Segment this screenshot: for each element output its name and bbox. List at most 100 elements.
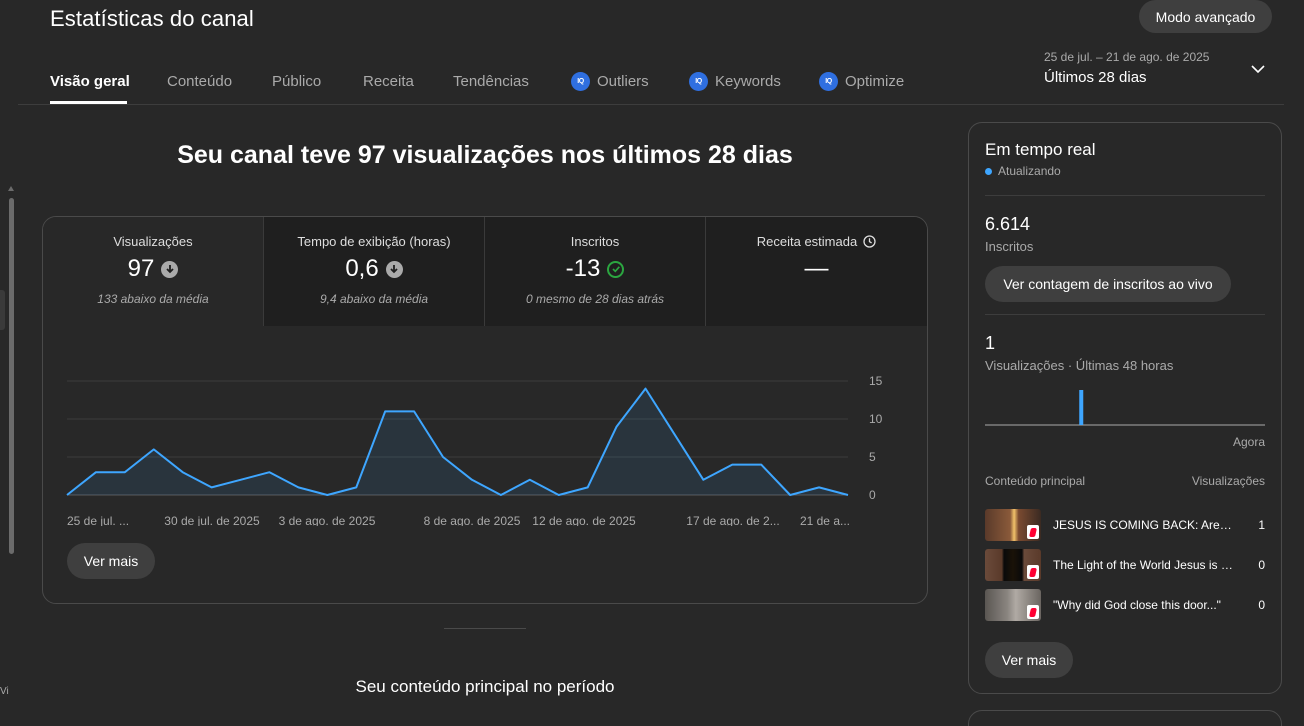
metric-value: — bbox=[804, 255, 829, 282]
vidiq-icon: IQ bbox=[689, 71, 708, 91]
overview-card: Visualizações 97 133 abaixo da média Tem… bbox=[42, 216, 928, 604]
check-circle-icon bbox=[607, 260, 625, 278]
tab-label: Conteúdo bbox=[167, 72, 233, 90]
metric-views[interactable]: Visualizações 97 133 abaixo da média bbox=[43, 217, 264, 326]
metric-value: 0,6 bbox=[264, 255, 484, 283]
arrow-down-icon bbox=[385, 260, 403, 278]
tab-label: Público bbox=[272, 72, 322, 90]
vidiq-icon: IQ bbox=[819, 71, 838, 91]
metrics-row: Visualizações 97 133 abaixo da média Tem… bbox=[43, 217, 927, 326]
x-tick-label: 17 de ago. de 2... bbox=[686, 514, 779, 526]
divider bbox=[985, 195, 1265, 196]
y-tick-label: 15 bbox=[869, 374, 883, 388]
realtime-status: Atualizando bbox=[985, 164, 1061, 178]
views-chart: 15 10 5 0 25 de jul. ... 30 de jul. de 2025 3 … bbox=[66, 374, 883, 526]
youtube-shorts-icon bbox=[1027, 565, 1039, 579]
metric-note: 9,4 abaixo da média bbox=[319, 292, 429, 306]
clock-icon bbox=[863, 235, 876, 248]
x-tick-label: 8 de ago. de 2025 bbox=[424, 514, 521, 526]
tab-outliers[interactable]: IQ Outliers bbox=[571, 70, 649, 92]
section-divider bbox=[444, 628, 526, 629]
page-title: Estatísticas do canal bbox=[50, 6, 254, 31]
youtube-shorts-icon bbox=[1027, 525, 1039, 539]
date-range-label: Últimos 28 dias bbox=[1044, 69, 1147, 86]
x-tick-label: 21 de a... bbox=[800, 514, 850, 526]
top-content-header: Conteúdo principal Visualizações bbox=[985, 474, 1265, 488]
video-title: JESUS IS COMING BACK: Are You Ready? bbox=[1053, 518, 1233, 532]
tab-optimize[interactable]: IQ Optimize bbox=[819, 70, 904, 92]
tab-label: Tendências bbox=[453, 72, 529, 90]
realtime-see-more-button[interactable]: Ver mais bbox=[985, 642, 1073, 678]
tab-p-blico[interactable]: Público bbox=[272, 70, 321, 92]
realtime-mini-chart bbox=[985, 390, 1265, 426]
date-range-dates: 25 de jul. – 21 de ago. de 2025 bbox=[1044, 50, 1210, 64]
metric-note: 133 abaixo da média bbox=[97, 292, 209, 306]
y-tick-label: 5 bbox=[869, 450, 876, 464]
scrollbar[interactable] bbox=[9, 198, 14, 554]
divider bbox=[985, 314, 1265, 315]
realtime-views-label: Visualizações · Últimas 48 horas bbox=[985, 358, 1174, 373]
metric-value: -13 bbox=[485, 255, 705, 283]
scroll-up-arrow-icon[interactable] bbox=[8, 186, 14, 191]
tab-label: Outliers bbox=[597, 72, 649, 90]
status-dot-icon bbox=[985, 167, 992, 175]
active-tab-underline bbox=[50, 101, 127, 104]
video-thumbnail bbox=[985, 509, 1041, 541]
subscribers-count: 6.614 bbox=[985, 214, 1031, 234]
tab-divider bbox=[18, 104, 1284, 105]
tab-tend-ncias[interactable]: Tendências bbox=[453, 70, 529, 92]
video-title: "Why did God close this door..." bbox=[1053, 598, 1221, 612]
x-tick-label: 3 de ago. de 2025 bbox=[279, 514, 376, 526]
tab-label: Receita bbox=[363, 72, 414, 90]
list-item[interactable]: "Why did God close this door..." 0 bbox=[985, 589, 1265, 621]
subscribers-label: Inscritos bbox=[985, 239, 1034, 254]
tab-receita[interactable]: Receita bbox=[363, 70, 414, 92]
x-tick-label: 30 de jul. de 2025 bbox=[164, 514, 260, 526]
list-item[interactable]: JESUS IS COMING BACK: Are You Ready? 1 bbox=[985, 509, 1265, 541]
realtime-panel: Em tempo real Atualizando 6.614 Inscrito… bbox=[968, 122, 1282, 694]
tab-label: Optimize bbox=[845, 72, 905, 90]
tab-label: Visão geral bbox=[50, 72, 130, 90]
video-views: 0 bbox=[1258, 598, 1265, 612]
metric-label: Inscritos bbox=[570, 234, 620, 249]
views-series-line bbox=[66, 387, 849, 496]
vidiq-icon: IQ bbox=[571, 71, 590, 91]
video-thumbnail bbox=[985, 589, 1041, 621]
metric-label: Tempo de exibição (horas) bbox=[297, 234, 451, 249]
realtime-views-count: 1 bbox=[985, 333, 996, 353]
date-range-selector[interactable]: 25 de jul. – 21 de ago. de 2025 Últimos … bbox=[1044, 50, 1209, 86]
headline: Seu canal teve 97 visualizações nos últi… bbox=[177, 141, 793, 169]
metric-watch-time[interactable]: Tempo de exibição (horas) 0,6 9,4 abaixo… bbox=[264, 217, 485, 326]
y-tick-label: 10 bbox=[869, 412, 883, 426]
tab-conte-do[interactable]: Conteúdo bbox=[167, 70, 232, 92]
live-subscriber-count-button[interactable]: Ver contagem de inscritos ao vivo bbox=[985, 266, 1231, 302]
tab-vis-o-geral[interactable]: Visão geral bbox=[50, 70, 130, 92]
video-views: 1 bbox=[1258, 518, 1265, 532]
video-thumbnail bbox=[985, 549, 1041, 581]
mini-chart-bar[interactable] bbox=[1079, 390, 1084, 425]
metric-label: Visualizações bbox=[113, 234, 193, 249]
tab-label: Keywords bbox=[715, 72, 781, 90]
x-tick-label: 25 de jul. ... bbox=[67, 514, 129, 526]
metric-revenue[interactable]: Receita estimada — bbox=[706, 217, 927, 326]
next-panel bbox=[968, 710, 1282, 726]
youtube-shorts-icon bbox=[1027, 605, 1039, 619]
edge-text: Vi bbox=[0, 686, 9, 697]
realtime-title: Em tempo real bbox=[985, 140, 1096, 159]
arrow-down-icon bbox=[161, 260, 179, 278]
see-more-button[interactable]: Ver mais bbox=[67, 543, 155, 579]
top-content-section-title: Seu conteúdo principal no período bbox=[355, 677, 615, 696]
advanced-mode-button[interactable]: Modo avançado bbox=[1139, 0, 1272, 33]
metric-subscribers[interactable]: Inscritos -13 0 mesmo de 28 dias atrás bbox=[485, 217, 706, 326]
x-tick-label: 12 de ago. de 2025 bbox=[532, 514, 636, 526]
list-item[interactable]: The Light of the World Jesus is Coming 0 bbox=[985, 549, 1265, 581]
video-title: The Light of the World Jesus is Coming bbox=[1053, 558, 1233, 572]
video-views: 0 bbox=[1258, 558, 1265, 572]
y-tick-label: 0 bbox=[869, 488, 876, 502]
tab-keywords[interactable]: IQ Keywords bbox=[689, 70, 781, 92]
chevron-down-icon[interactable] bbox=[1251, 64, 1265, 74]
metric-note: 0 mesmo de 28 dias atrás bbox=[525, 292, 665, 306]
metric-label: Receita estimada bbox=[706, 234, 927, 249]
metric-value: 97 bbox=[43, 255, 263, 283]
left-edge-handle[interactable] bbox=[0, 290, 5, 330]
